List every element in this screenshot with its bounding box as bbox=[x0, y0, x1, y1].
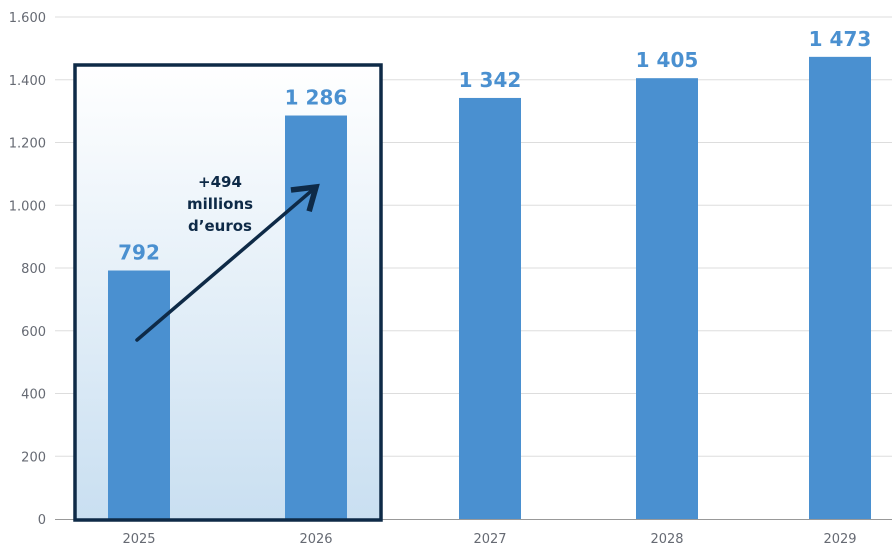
data-label-2025: 792 bbox=[118, 241, 160, 265]
y-tick-label: 1.600 bbox=[9, 11, 46, 26]
label-layer: 792 1 286 1 342 1 405 1 473 bbox=[118, 27, 871, 265]
annotation-layer: +494 millions d’euros bbox=[73, 63, 383, 522]
x-tick-label: 2026 bbox=[299, 532, 332, 546]
y-tick-label: 400 bbox=[21, 388, 46, 403]
y-tick-label: 0 bbox=[38, 513, 46, 528]
y-tick-label: 600 bbox=[21, 325, 46, 340]
x-tick-label: 2025 bbox=[122, 532, 155, 546]
bar-layer bbox=[108, 56, 871, 520]
y-tick-label: 200 bbox=[21, 450, 46, 465]
bar-2029 bbox=[809, 56, 871, 519]
y-tick-label: 1.400 bbox=[9, 74, 46, 89]
data-label-2027: 1 342 bbox=[459, 68, 522, 92]
growth-arrow bbox=[135, 183, 320, 342]
data-label-2029: 1 473 bbox=[809, 27, 872, 51]
bar-2028 bbox=[636, 78, 698, 520]
x-tick-label: 2028 bbox=[650, 532, 683, 546]
data-label-2026: 1 286 bbox=[285, 86, 348, 110]
x-tick-label: 2027 bbox=[473, 532, 506, 546]
axis-layer: 0 200 400 600 800 1.000 1.200 1.400 1.600 2025 202… bbox=[9, 11, 892, 546]
x-tick-label: 2029 bbox=[823, 532, 856, 546]
y-tick-label: 1.200 bbox=[9, 137, 46, 152]
highlight-box bbox=[73, 63, 383, 522]
y-tick-label: 1.000 bbox=[9, 199, 46, 214]
data-label-2028: 1 405 bbox=[636, 48, 699, 72]
bar-2026 bbox=[285, 115, 347, 519]
bar-2025 bbox=[108, 270, 170, 519]
y-tick-label: 800 bbox=[21, 262, 46, 277]
annotation-text: +494 bbox=[198, 173, 242, 191]
annotation-text: millions bbox=[187, 195, 253, 213]
bar-2027 bbox=[459, 97, 521, 519]
annotation-text: d’euros bbox=[188, 217, 252, 235]
